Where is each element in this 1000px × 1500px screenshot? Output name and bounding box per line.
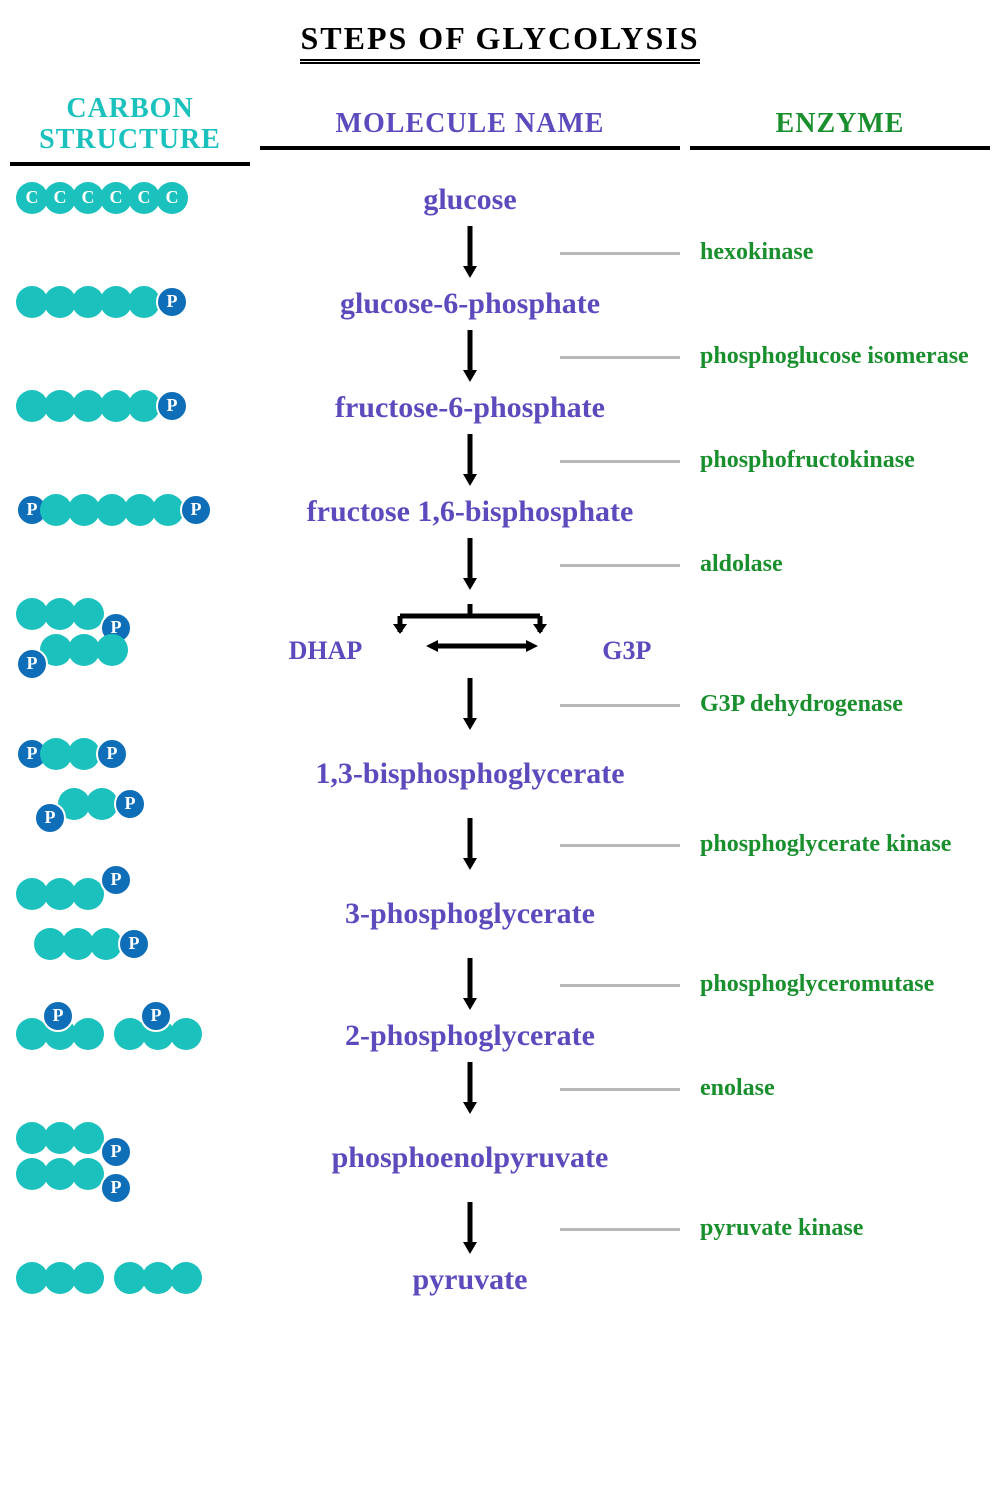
phosphate-circle: P: [156, 286, 188, 318]
carbon-circle: [170, 1018, 202, 1050]
phosphate-circle: P: [34, 802, 66, 834]
enzyme-label: phosphofructokinase: [690, 448, 990, 472]
phosphate-circle: P: [140, 1000, 172, 1032]
phosphate-circle: P: [118, 928, 150, 960]
enzyme-label: phosphoglucose isomerase: [690, 344, 990, 368]
molecule-name: glucose: [260, 179, 680, 221]
enzyme-label: G3P dehydrogenase: [690, 692, 990, 716]
enzyme-label: aldolase: [690, 552, 990, 576]
molecule-name: pyruvate: [260, 1259, 680, 1301]
molecule-name: phosphoenolpyruvate: [260, 1137, 680, 1179]
down-arrow-icon: [461, 956, 479, 1012]
page-title: STEPS OF GLYCOLYSIS: [300, 20, 699, 64]
header-molecule: MOLECULE NAME: [260, 109, 680, 150]
glycolysis-grid: CARBON STRUCTURE MOLECULE NAME ENZYME CC…: [10, 94, 990, 1302]
phosphate-circle: P: [114, 788, 146, 820]
molecule-name: fructose-6-phosphate: [260, 387, 680, 429]
enzyme-label: enolase: [690, 1076, 990, 1100]
down-arrow-icon: [461, 816, 479, 872]
phosphate-circle: P: [96, 738, 128, 770]
header-structure: CARBON STRUCTURE: [10, 94, 250, 166]
bidirectional-arrow-icon: [422, 636, 542, 656]
carbon-circle: [72, 878, 104, 910]
down-arrow-icon: [461, 536, 479, 592]
carbon-structure: PP: [10, 490, 250, 534]
molecule-name: 3-phosphoglycerate: [260, 893, 680, 935]
down-arrow-icon: [461, 1200, 479, 1256]
carbon-circle: [96, 634, 128, 666]
phosphate-circle: P: [16, 648, 48, 680]
header-enzyme: ENZYME: [690, 109, 990, 150]
carbon-structure: PP: [10, 1118, 250, 1198]
carbon-structure: PP: [10, 1014, 250, 1058]
down-arrow-icon: [461, 676, 479, 732]
down-arrow-icon: [461, 1060, 479, 1116]
carbon-circle: [170, 1262, 202, 1294]
carbon-structure: PPPP: [10, 734, 250, 814]
molecule-name: fructose 1,6-bisphosphate: [260, 491, 680, 533]
carbon-structure: CCCCCC: [10, 178, 250, 222]
phosphate-circle: P: [100, 1172, 132, 1204]
carbon-circle: [72, 1018, 104, 1050]
phosphate-circle: P: [42, 1000, 74, 1032]
carbon-circle: C: [156, 182, 188, 214]
carbon-structure: [10, 1258, 250, 1302]
molecule-name: 2-phosphoglycerate: [260, 1015, 680, 1057]
carbon-structure: PP: [10, 874, 250, 954]
down-arrow-icon: [461, 224, 479, 280]
phosphate-circle: P: [100, 864, 132, 896]
phosphate-circle: P: [180, 494, 212, 526]
split-arrow-icon: [360, 602, 580, 636]
molecule-split: DHAP G3P: [260, 602, 680, 666]
enzyme-label: phosphoglyceromutase: [690, 972, 990, 996]
phosphate-circle: P: [156, 390, 188, 422]
down-arrow-icon: [461, 432, 479, 488]
carbon-circle: [72, 1262, 104, 1294]
carbon-structure: PP: [10, 594, 250, 674]
molecule-name: 1,3-bisphosphoglycerate: [260, 753, 680, 795]
molecule-name: glucose-6-phosphate: [260, 283, 680, 325]
down-arrow-icon: [461, 328, 479, 384]
enzyme-label: phosphoglycerate kinase: [690, 832, 990, 856]
enzyme-label: hexokinase: [690, 240, 990, 264]
carbon-structure: P: [10, 386, 250, 430]
enzyme-label: pyruvate kinase: [690, 1216, 990, 1240]
molecule-g3p: G3P: [602, 636, 651, 666]
molecule-dhap: DHAP: [289, 636, 363, 666]
carbon-structure: P: [10, 282, 250, 326]
